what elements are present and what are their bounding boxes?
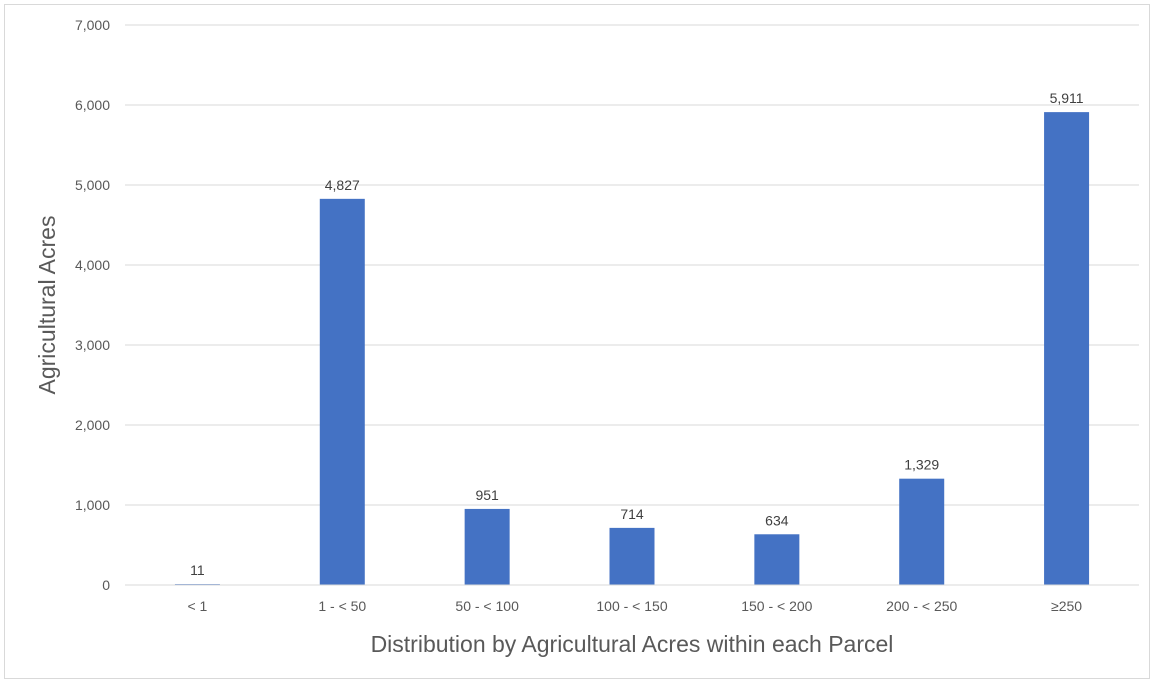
data-labels: 11 4,827 951 714 634 1,329 5,911 [190,90,1084,578]
bar [464,508,510,585]
data-label: 4,827 [325,177,360,193]
x-axis-tick-labels: < 1 1 - < 50 50 - < 100 100 - < 150 150 - < … [187,598,1082,614]
bar [899,478,945,585]
data-label: 1,329 [904,457,939,473]
y-tick-label: 1,000 [75,497,110,513]
x-tick-label: 150 - < 200 [741,598,812,614]
x-tick-label: 1 - < 50 [318,598,366,614]
bar [609,527,655,585]
y-tick-label: 6,000 [75,97,110,113]
bars [174,112,1090,586]
y-axis-tick-labels: 0 1,000 2,000 3,000 4,000 5,000 6,000 7,000 [75,17,110,593]
x-tick-label: 50 - < 100 [455,598,519,614]
data-label: 714 [620,506,644,522]
x-tick-label: 200 - < 250 [886,598,957,614]
bar [754,534,800,585]
bar [1044,112,1090,586]
data-label: 11 [190,562,205,578]
y-tick-label: 4,000 [75,257,110,273]
y-tick-label: 7,000 [75,17,110,33]
x-tick-label: < 1 [187,598,207,614]
y-tick-label: 3,000 [75,337,110,353]
data-label: 634 [765,512,789,528]
y-tick-label: 2,000 [75,417,110,433]
data-label: 5,911 [1050,90,1084,106]
x-tick-label: 100 - < 150 [596,598,667,614]
x-tick-label: ≥250 [1051,598,1082,614]
gridlines [125,24,1139,506]
bar [319,198,365,585]
y-tick-label: 0 [102,577,110,593]
y-tick-label: 5,000 [75,177,110,193]
chart-frame [4,4,1150,679]
data-label: 951 [475,487,499,503]
y-axis-title: Agricultural Acres [34,216,60,395]
x-axis-title: Distribution by Agricultural Acres withi… [371,631,894,657]
